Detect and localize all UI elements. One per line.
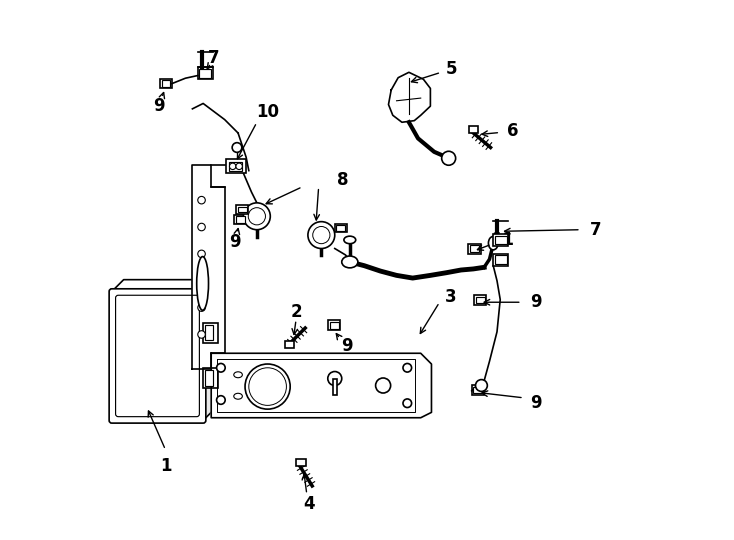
Circle shape	[442, 151, 456, 165]
Circle shape	[244, 203, 270, 230]
Text: 5: 5	[446, 59, 457, 78]
Bar	[495, 235, 506, 244]
Bar	[476, 297, 484, 303]
Circle shape	[328, 372, 342, 386]
Text: 11: 11	[491, 232, 514, 249]
Bar	[335, 224, 346, 232]
Text: 9: 9	[531, 293, 542, 311]
Bar	[203, 322, 218, 343]
Bar	[330, 322, 338, 328]
Circle shape	[217, 396, 225, 404]
Bar	[236, 217, 244, 222]
Bar	[286, 341, 294, 348]
Text: 8: 8	[337, 171, 349, 189]
Circle shape	[376, 378, 390, 393]
Bar	[470, 245, 479, 252]
Circle shape	[313, 226, 330, 244]
Polygon shape	[192, 165, 225, 369]
Bar	[472, 385, 484, 395]
Ellipse shape	[488, 237, 498, 250]
Bar	[206, 325, 213, 340]
Polygon shape	[211, 165, 225, 200]
Text: 1: 1	[160, 457, 171, 475]
Ellipse shape	[344, 236, 356, 244]
Bar	[493, 234, 508, 246]
Circle shape	[197, 197, 206, 204]
Circle shape	[230, 163, 236, 170]
Polygon shape	[112, 280, 215, 292]
Text: 7: 7	[589, 221, 601, 239]
Bar	[238, 207, 247, 212]
Polygon shape	[388, 72, 430, 122]
Bar	[333, 379, 338, 395]
Circle shape	[232, 143, 241, 152]
Bar	[336, 225, 345, 231]
Text: 10: 10	[256, 103, 279, 120]
FancyBboxPatch shape	[115, 295, 200, 417]
Circle shape	[236, 163, 242, 170]
Circle shape	[245, 364, 290, 409]
Bar	[206, 370, 213, 386]
Bar	[473, 387, 482, 393]
Ellipse shape	[233, 393, 242, 399]
Text: 9: 9	[230, 233, 241, 251]
Bar	[236, 205, 248, 214]
Text: 3: 3	[445, 288, 456, 306]
Text: 2: 2	[290, 303, 302, 321]
Text: 9: 9	[531, 394, 542, 412]
Bar	[469, 126, 478, 133]
Bar	[234, 215, 246, 224]
Circle shape	[403, 363, 412, 372]
Text: 9: 9	[153, 97, 164, 115]
Bar	[328, 321, 340, 330]
Ellipse shape	[342, 256, 358, 268]
Bar	[197, 68, 213, 79]
Bar	[161, 80, 170, 87]
Circle shape	[197, 250, 206, 258]
Polygon shape	[112, 292, 203, 421]
Ellipse shape	[197, 256, 208, 310]
Bar	[203, 368, 218, 388]
Text: 4: 4	[303, 495, 315, 512]
Text: 9: 9	[341, 338, 352, 355]
Bar	[493, 254, 508, 266]
Bar	[495, 255, 506, 264]
FancyBboxPatch shape	[109, 289, 206, 423]
Bar	[296, 458, 306, 466]
Circle shape	[197, 277, 206, 285]
Circle shape	[197, 223, 206, 231]
Text: 7: 7	[208, 49, 219, 67]
Circle shape	[308, 221, 335, 248]
Bar	[474, 295, 486, 305]
Text: 6: 6	[507, 123, 519, 140]
Circle shape	[249, 368, 286, 406]
Bar	[226, 159, 246, 173]
Circle shape	[197, 330, 206, 338]
Circle shape	[248, 208, 266, 225]
Circle shape	[197, 304, 206, 312]
Circle shape	[217, 363, 225, 372]
Ellipse shape	[233, 372, 242, 377]
Bar	[160, 79, 172, 89]
Polygon shape	[203, 280, 215, 421]
Polygon shape	[211, 353, 432, 418]
Bar	[468, 244, 481, 254]
Bar	[229, 162, 242, 171]
Circle shape	[403, 399, 412, 408]
Bar	[200, 69, 211, 78]
Circle shape	[476, 380, 487, 392]
